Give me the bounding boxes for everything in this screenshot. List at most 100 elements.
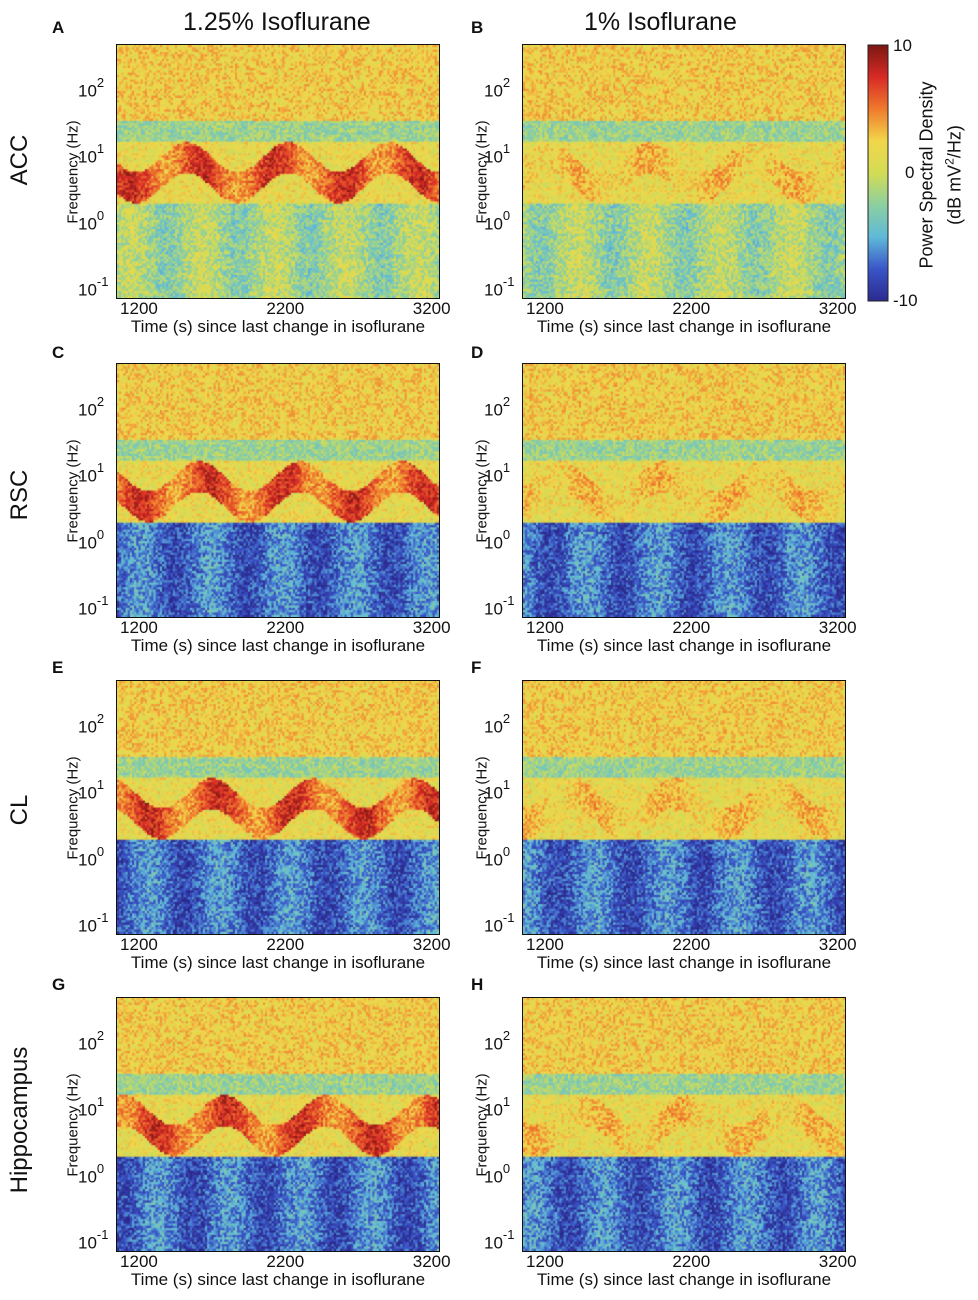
colorbar-rect [867, 44, 889, 302]
plot-frame-G [116, 997, 440, 1252]
colorbar-title: Power Spectral Density (dB mV2/Hz) [916, 81, 967, 268]
y-tick-label: 100 [78, 527, 104, 554]
y-tick-exp: 1 [96, 460, 105, 476]
x-tick-label: 3200 [818, 935, 857, 954]
y-tick-base: 10 [78, 1234, 97, 1253]
x-tick-label: 2200 [266, 1252, 305, 1271]
y-tick-base: 10 [78, 214, 97, 234]
y-tick-exp: 2 [502, 1027, 511, 1043]
y-tick-exp: 1 [96, 141, 105, 157]
row-label-cl: CL [6, 794, 33, 826]
x-tick-label: 3200 [412, 618, 451, 637]
colorbar-tick-top: 10 [893, 36, 912, 55]
plot-frame-E [116, 680, 440, 935]
y-tick-exp: -1 [502, 910, 515, 926]
y-tick-label: 102 [484, 393, 511, 421]
y-tick-base: 10 [484, 466, 503, 486]
y-tick-base: 10 [78, 147, 97, 167]
plot-frame-H [522, 997, 846, 1252]
x-axis-label: Time (s) since last change in isoflurane [536, 1270, 832, 1289]
y-tick-base: 10 [484, 917, 503, 936]
y-tick-base: 10 [78, 917, 97, 936]
colorbar [867, 44, 889, 302]
x-tick-label: 3200 [818, 618, 857, 637]
y-tick-label: 10-1 [484, 910, 515, 937]
spectrogram-F [523, 681, 845, 934]
y-axis-label: Frequency (Hz) [473, 755, 491, 860]
x-tick-label: 2200 [266, 935, 305, 954]
plot-frame-D [522, 363, 846, 618]
y-tick-exp: 2 [96, 74, 105, 90]
y-tick-label: 100 [484, 1161, 510, 1188]
y-tick-label: 100 [484, 526, 511, 554]
x-tick-label: 1200 [120, 299, 158, 318]
y-tick-exp: 2 [96, 710, 105, 726]
y-tick-label: 102 [78, 1028, 104, 1055]
y-tick-base: 10 [484, 81, 503, 101]
y-tick-exp: 1 [502, 777, 511, 793]
plot-frame-B [522, 44, 846, 299]
x-tick-label: 2200 [266, 618, 305, 637]
spectrogram-A [117, 45, 439, 298]
x-tick-label: 3200 [818, 299, 857, 318]
y-tick-label: 10-1 [484, 593, 515, 620]
y-tick-label: 10-1 [78, 274, 108, 301]
x-tick-label: 2200 [672, 299, 711, 318]
plot-frame-C [116, 363, 440, 618]
y-tick-base: 10 [78, 281, 97, 300]
y-tick-exp: 1 [502, 141, 511, 157]
y-tick-base: 10 [78, 400, 97, 420]
colorbar-tick-bottom: -10 [893, 291, 918, 310]
y-tick-label: 101 [484, 460, 510, 487]
y-tick-exp: 1 [96, 777, 105, 793]
x-tick-label: 2200 [266, 299, 305, 318]
y-tick-label: 100 [78, 1160, 105, 1188]
y-tick-base: 10 [484, 147, 503, 167]
y-tick-base: 10 [484, 783, 503, 803]
x-tick-label: 2200 [672, 618, 711, 637]
x-tick-label: 1200 [526, 299, 564, 318]
y-tick-base: 10 [78, 1034, 97, 1054]
y-tick-base: 10 [78, 533, 97, 553]
column-title-1: 1% Isoflurane [584, 8, 737, 36]
y-tick-base: 10 [484, 533, 503, 553]
y-tick-base: 10 [484, 1167, 503, 1187]
y-tick-exp: 1 [502, 1094, 511, 1110]
plot-frame-F [522, 680, 846, 935]
y-tick-base: 10 [78, 850, 97, 870]
x-axis-label: Time (s) since last change in isoflurane [130, 636, 426, 655]
y-tick-exp: 0 [96, 843, 105, 859]
y-tick-base: 10 [78, 1167, 97, 1187]
spectrogram-D [523, 364, 845, 617]
y-tick-label: 10-1 [78, 593, 109, 620]
spectrogram-H [523, 998, 845, 1251]
panel-letter-A: A [52, 18, 65, 37]
spectrogram-B [523, 45, 845, 298]
y-axis-label: Frequency (Hz) [473, 438, 491, 543]
colorbar-title-sup: 2 [942, 158, 957, 165]
x-tick-label: 1200 [526, 618, 564, 637]
x-axis-label: Time (s) since last change in isoflurane [130, 1270, 426, 1289]
y-tick-label: 10-1 [78, 910, 109, 937]
y-tick-exp: -1 [502, 1227, 515, 1243]
x-tick-label: 3200 [818, 1252, 857, 1271]
y-tick-exp: 1 [96, 1094, 105, 1110]
y-tick-base: 10 [484, 1034, 503, 1054]
y-tick-exp: -1 [96, 910, 109, 926]
y-tick-exp: 2 [502, 393, 511, 409]
x-tick-label: 1200 [120, 1252, 158, 1271]
x-tick-label: 1200 [526, 1252, 564, 1271]
y-tick-label: 101 [484, 777, 511, 804]
y-tick-exp: -1 [96, 593, 109, 609]
y-tick-base: 10 [78, 600, 97, 619]
x-tick-label: 1200 [526, 935, 564, 954]
x-tick-label: 2200 [672, 935, 711, 954]
x-axis-label: Time (s) since last change in isoflurane [536, 317, 832, 336]
y-axis-label: Frequency (Hz) [473, 119, 491, 224]
y-tick-base: 10 [484, 400, 503, 420]
colorbar-title-line1: Power Spectral Density [916, 81, 937, 269]
y-tick-base: 10 [484, 1234, 503, 1253]
y-tick-exp: -1 [502, 593, 515, 609]
y-tick-exp: 0 [96, 1160, 105, 1176]
y-tick-exp: 0 [502, 526, 511, 542]
